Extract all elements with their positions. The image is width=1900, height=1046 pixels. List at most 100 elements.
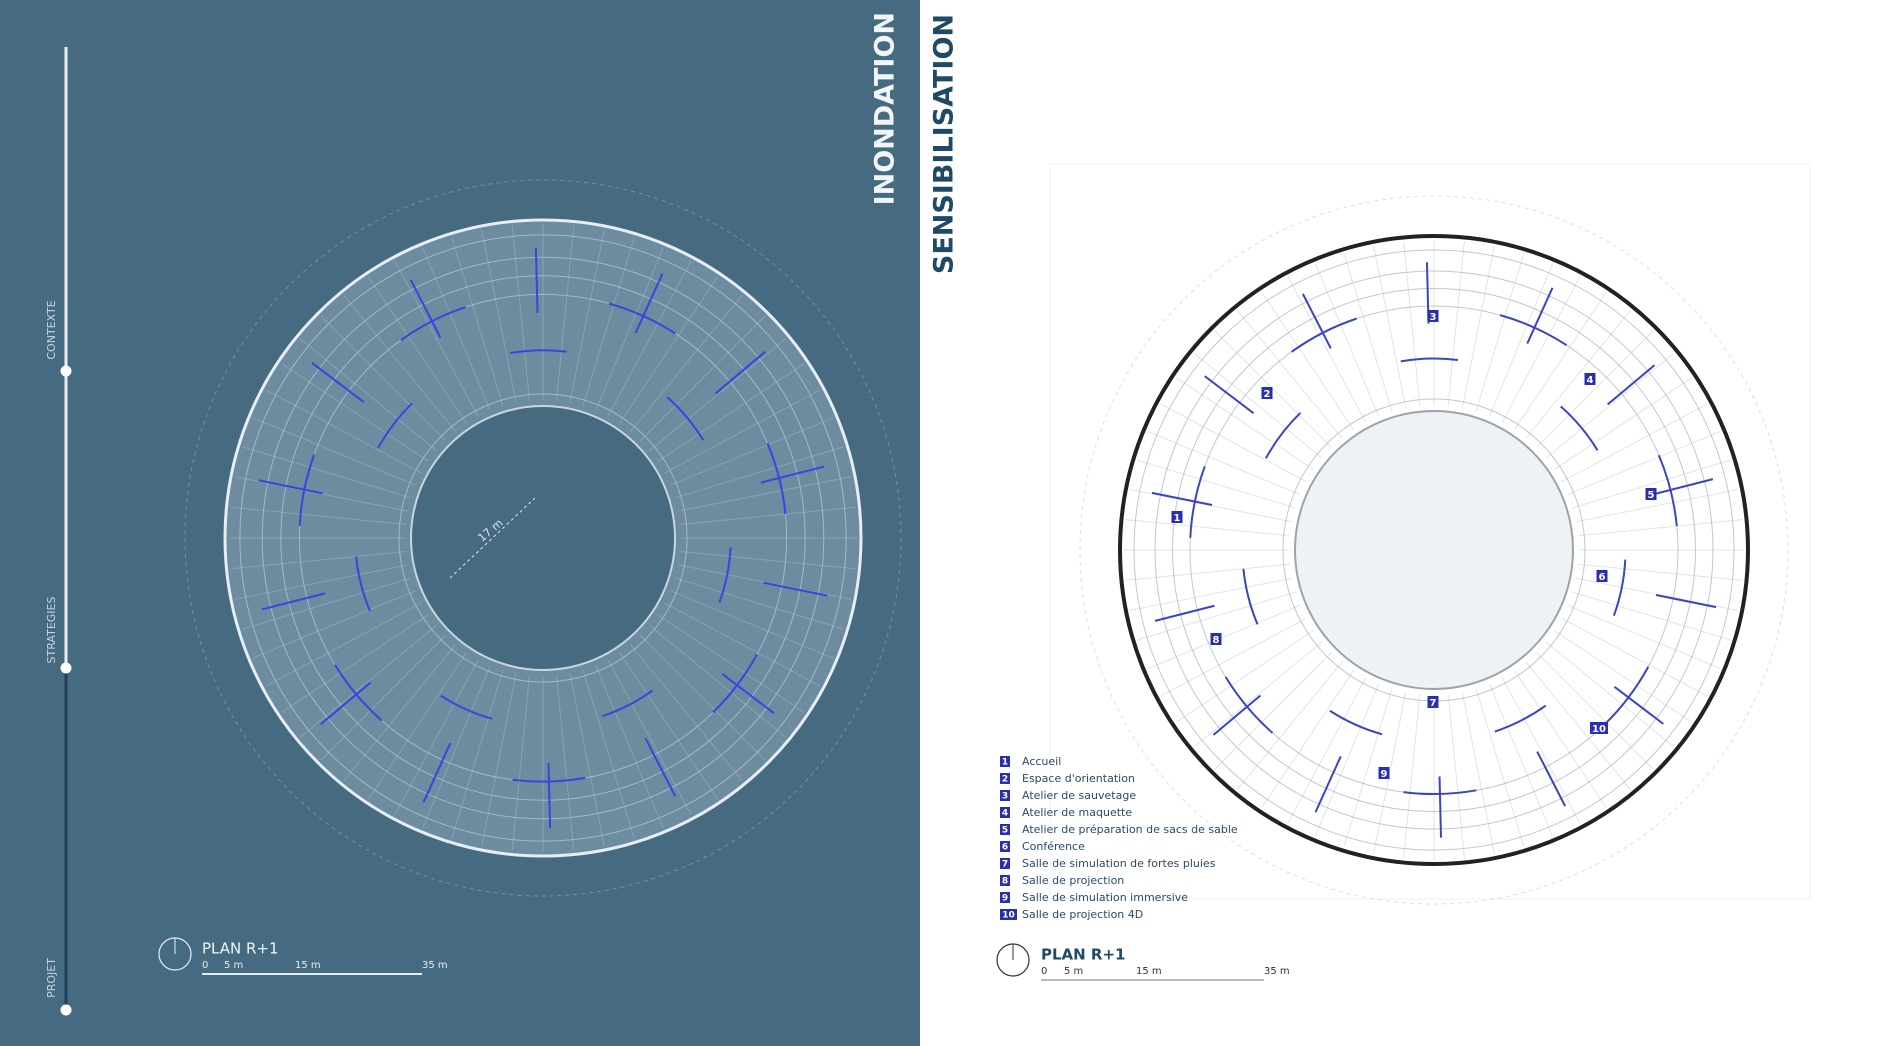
timeline-dot[interactable]	[60, 365, 72, 377]
room-tag	[1427, 696, 1439, 708]
radial-wall	[368, 276, 467, 424]
radial-wall	[1447, 241, 1465, 406]
radial-wall	[664, 602, 821, 687]
room-tag	[1596, 570, 1608, 582]
room-tag	[1427, 310, 1439, 322]
timeline-dot[interactable]	[60, 662, 72, 674]
radial-wall	[234, 564, 408, 600]
radial-wall	[1501, 677, 1581, 824]
room-tag	[1584, 373, 1596, 385]
legend-tag	[1000, 909, 1017, 920]
radial-wall	[1489, 683, 1554, 837]
radial-wall	[556, 675, 575, 851]
panel-title: INONDATION	[870, 12, 901, 205]
partition	[1151, 491, 1213, 506]
panel-title: SENSIBILISATION	[929, 14, 960, 274]
radial-wall	[230, 506, 406, 525]
radial-wall	[1125, 519, 1290, 537]
radial-wall	[640, 635, 766, 761]
radial-wall	[674, 446, 844, 499]
radial-wall	[670, 590, 834, 659]
radial-wall	[1137, 591, 1296, 641]
partition	[320, 681, 372, 726]
radial-wall	[1554, 630, 1693, 723]
legend-number: 8	[1002, 877, 1008, 887]
scale-label: 35 m	[1264, 966, 1290, 977]
radial-wall	[1147, 430, 1301, 495]
radial-wall	[1194, 352, 1323, 459]
radial-wall	[1576, 489, 1739, 523]
legend-number: 4	[1002, 809, 1008, 819]
legend-number: 3	[1002, 792, 1008, 802]
partition	[666, 396, 705, 441]
radial-wall	[1314, 683, 1379, 837]
legend-tag	[1000, 892, 1010, 903]
radial-wall	[1314, 263, 1379, 417]
ring-wall	[1133, 249, 1735, 851]
legend-number: 5	[1002, 826, 1008, 836]
radial-wall	[1261, 670, 1354, 809]
radial-wall	[607, 260, 692, 417]
legend-number: 9	[1002, 894, 1008, 904]
room-number: 9	[1381, 769, 1388, 780]
partition	[534, 247, 539, 314]
radial-wall	[1536, 652, 1654, 770]
legend-label: Salle de simulation immersive	[1022, 891, 1188, 904]
partition	[1329, 709, 1383, 736]
legend-label: Atelier de sauvetage	[1022, 789, 1136, 802]
radial-wall	[281, 363, 429, 462]
radial-wall	[481, 673, 517, 847]
radial-wall	[451, 669, 504, 839]
radial-wall	[619, 652, 718, 800]
room-tag	[1261, 387, 1273, 399]
radial-wall	[1147, 605, 1301, 670]
radial-wall	[265, 602, 422, 687]
partition	[261, 592, 326, 611]
partition	[1242, 568, 1259, 625]
radial-wall	[1572, 591, 1731, 641]
radial-wall	[242, 446, 412, 499]
radial-wall	[1214, 652, 1332, 770]
radial-wall	[569, 673, 605, 847]
radial-wall	[481, 229, 517, 403]
nav-item[interactable]: CONTEXTE	[45, 300, 58, 359]
partition	[1612, 559, 1627, 617]
scale-label: 0	[1041, 966, 1047, 977]
legend-tag	[1000, 824, 1010, 835]
nav-item[interactable]: PROJET	[45, 958, 58, 998]
partition	[1204, 375, 1255, 414]
room-number: 5	[1648, 490, 1655, 501]
radial-wall	[630, 294, 743, 432]
radial-wall	[1261, 291, 1354, 430]
radial-wall	[595, 247, 664, 411]
radial-wall	[556, 225, 575, 401]
radial-wall	[1214, 330, 1332, 448]
partition	[1314, 755, 1342, 813]
timeline-dot[interactable]	[60, 1004, 72, 1016]
radial-wall	[1129, 577, 1292, 611]
legend-tag	[1000, 756, 1010, 767]
partition	[714, 350, 766, 395]
partition	[258, 479, 323, 495]
legend-label: Salle de projection	[1022, 874, 1124, 887]
legend-tag	[1000, 773, 1010, 784]
partition	[1606, 364, 1656, 406]
radial-wall	[1403, 241, 1421, 406]
partition	[355, 556, 371, 612]
partition	[644, 737, 677, 797]
radial-wall	[1475, 253, 1525, 412]
room-tag	[1171, 511, 1183, 523]
partition	[1653, 478, 1714, 496]
radial-wall	[252, 417, 416, 486]
radial-wall	[1525, 661, 1632, 790]
radial-wall	[511, 675, 530, 851]
partition	[510, 349, 567, 355]
partition	[1154, 604, 1215, 622]
radial-wall	[511, 225, 530, 401]
radial-wall	[670, 417, 834, 486]
radial-wall	[299, 625, 437, 738]
radial-wall	[1572, 459, 1731, 509]
partition	[422, 742, 452, 803]
nav-item[interactable]: STRATEGIES	[45, 597, 58, 664]
